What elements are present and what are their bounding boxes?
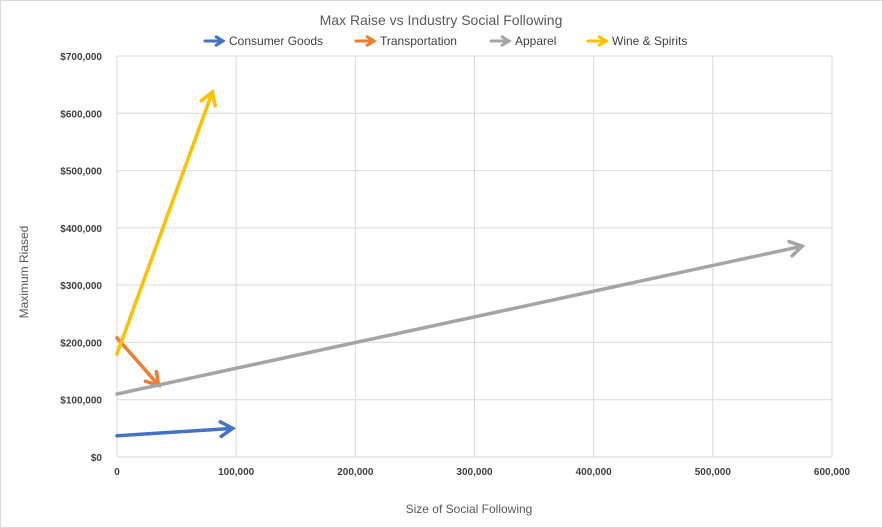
legend-label: Apparel (515, 34, 556, 48)
legend-label: Consumer Goods (229, 34, 323, 48)
x-axis-label: Size of Social Following (406, 502, 533, 516)
x-tick-label: 500,000 (695, 467, 732, 478)
series-arrow-line (115, 244, 804, 396)
series-arrow-arrowhead (218, 420, 236, 439)
series-transportation (115, 336, 161, 388)
y-tick-label: $200,000 (60, 338, 102, 349)
legend-label: Transportation (380, 34, 457, 48)
series-arrow-line (115, 336, 161, 388)
y-tick-label: $0 (91, 453, 103, 464)
series-arrow-arrowhead (199, 88, 217, 108)
y-tick-label: $300,000 (60, 281, 102, 292)
legend: Consumer Goods Transportation Apparel Wine … (203, 34, 687, 48)
gridlines (116, 55, 833, 458)
x-tick-label: 400,000 (576, 467, 613, 478)
y-axis-ticks: $0 $100,000 $200,000 $300,000 $400,000 $500,0… (60, 52, 102, 464)
x-tick-label: 100,000 (218, 467, 255, 478)
series-consumer-goods (115, 420, 236, 439)
series-apparel (115, 239, 806, 396)
legend-arrow-arrowhead (365, 35, 377, 47)
chart-title: Max Raise vs Industry Social Following (320, 12, 563, 28)
series-arrow-line (115, 90, 215, 356)
x-tick-label: 200,000 (337, 467, 374, 478)
legend-label: Wine & Spirits (612, 34, 687, 48)
x-tick-label: 300,000 (456, 467, 493, 478)
legend-arrow-arrowhead (597, 35, 609, 47)
series-arrow-arrowhead (787, 239, 806, 258)
series-wine-spirits (115, 88, 217, 356)
legend-item: Wine & Spirits (586, 34, 687, 48)
y-tick-label: $100,000 (60, 396, 102, 407)
x-tick-label: 600,000 (814, 467, 851, 478)
x-tick-label: 0 (114, 467, 120, 478)
x-axis-ticks: 0 100,000 200,000 300,000 400,000 500,000 600,… (114, 467, 850, 478)
series-arrow-line (115, 426, 235, 438)
y-tick-label: $400,000 (60, 224, 102, 235)
y-tick-label: $600,000 (60, 109, 102, 120)
y-tick-label: $500,000 (60, 167, 102, 178)
legend-arrow-arrowhead (500, 35, 512, 47)
legend-item: Apparel (489, 34, 556, 48)
y-axis-label: Maximum Riased (17, 226, 31, 319)
y-tick-label: $700,000 (60, 52, 102, 63)
legend-item: Transportation (354, 34, 457, 48)
series-group (115, 88, 806, 439)
legend-arrow-arrowhead (214, 35, 226, 47)
legend-item: Consumer Goods (203, 34, 323, 48)
